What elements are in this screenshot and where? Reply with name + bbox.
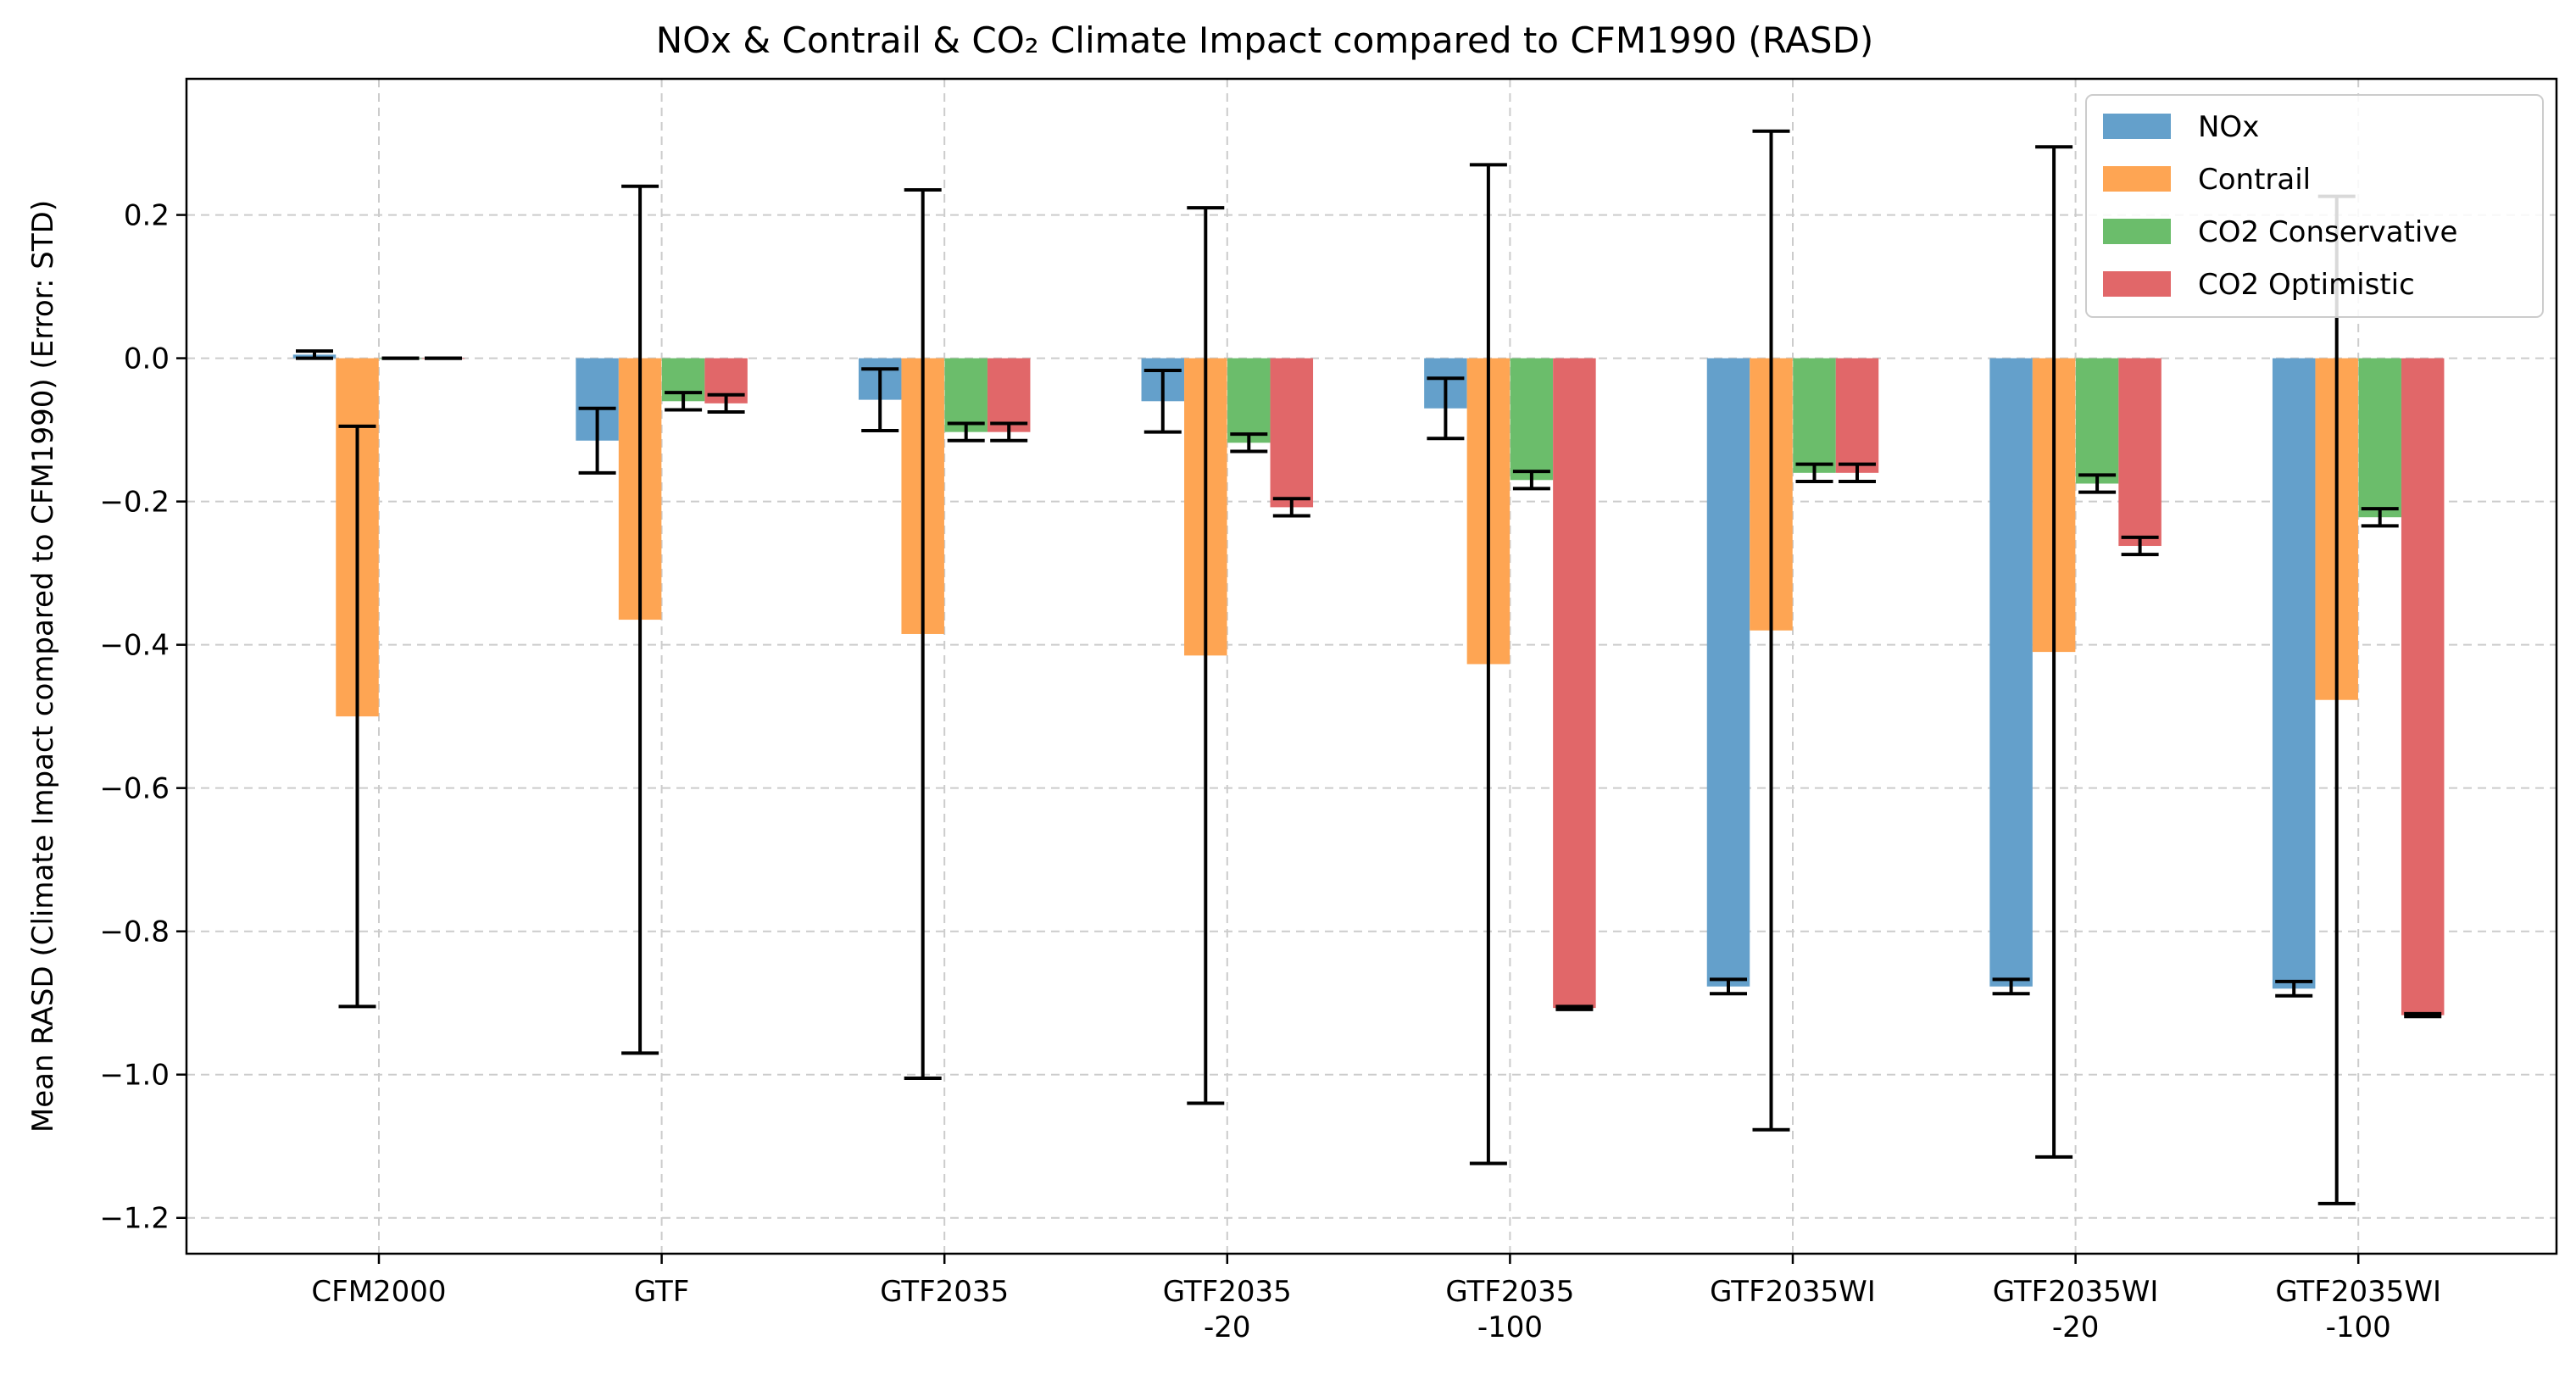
bar-nox bbox=[2272, 358, 2316, 989]
bar-co2-optimistic bbox=[2401, 358, 2445, 1016]
legend-swatch bbox=[2103, 271, 2171, 297]
legend-label: CO2 Conservative bbox=[2198, 215, 2457, 249]
y-tick-label: −1.0 bbox=[99, 1059, 170, 1093]
legend-swatch bbox=[2103, 219, 2171, 244]
plot-frame bbox=[185, 77, 2558, 1255]
y-tick-label: −0.6 bbox=[99, 772, 170, 806]
x-axis: CFM2000 GTF GTF2035 GTF2035 -20 GTF2035 -100 GT… bbox=[311, 1254, 2441, 1344]
legend: NOx Contrail CO2 Conservative CO2 Optimisti… bbox=[2085, 94, 2544, 318]
bar-co2-optimistic bbox=[1270, 358, 1314, 508]
bar-co2-conservative bbox=[1510, 358, 1554, 481]
legend-label: NOx bbox=[2198, 110, 2259, 144]
y-axis-label: Mean RASD (Climate Impact compared to CF… bbox=[26, 200, 60, 1132]
y-tick-label: 0.2 bbox=[124, 199, 170, 233]
y-tick-label: 0.0 bbox=[124, 342, 170, 376]
x-tick-label: GTF2035 bbox=[880, 1275, 1009, 1309]
bar-co2-conservative bbox=[2075, 358, 2119, 484]
bar-co2-optimistic bbox=[1553, 358, 1596, 1009]
bar-co2-optimistic bbox=[1835, 358, 1879, 473]
y-axis: 0.2 0.0 −0.2 −0.4 −0.6 −0.8 −1.0 −1.2 bbox=[99, 199, 186, 1236]
legend-swatch bbox=[2103, 166, 2171, 192]
legend-label: Contrail bbox=[2198, 163, 2311, 197]
bars bbox=[292, 354, 2445, 1016]
x-tick-label: GTF2035 -20 bbox=[1163, 1275, 1292, 1344]
legend-label: CO2 Optimistic bbox=[2198, 268, 2415, 302]
chart-title: NOx & Contrail & CO₂ Climate Impact comp… bbox=[656, 19, 1874, 61]
bar-co2-optimistic bbox=[2118, 358, 2162, 547]
x-tick-label: GTF2035WI bbox=[1710, 1275, 1876, 1309]
y-tick-label: −0.8 bbox=[99, 915, 170, 949]
bar-nox bbox=[1706, 358, 1750, 987]
x-tick-label: GTF2035WI -20 bbox=[1993, 1275, 2159, 1344]
bar-nox bbox=[1989, 358, 2033, 987]
bar-co2-conservative bbox=[1793, 358, 1836, 473]
bar-co2-conservative bbox=[2358, 358, 2401, 518]
y-tick-label: −0.2 bbox=[99, 486, 170, 520]
x-tick-label: GTF2035WI -100 bbox=[2275, 1275, 2441, 1344]
x-tick-label: CFM2000 bbox=[311, 1275, 446, 1309]
y-tick-label: −1.2 bbox=[99, 1202, 170, 1236]
bar-co2-conservative bbox=[1227, 358, 1271, 443]
legend-box bbox=[2085, 94, 2544, 318]
x-tick-label: GTF bbox=[634, 1275, 689, 1309]
legend-swatch bbox=[2103, 114, 2171, 139]
bar-co2-conservative bbox=[944, 358, 988, 432]
error-bars bbox=[296, 129, 2442, 1205]
y-tick-label: −0.4 bbox=[99, 629, 170, 663]
bar-co2-optimistic bbox=[987, 358, 1031, 432]
x-tick-label: GTF2035 -100 bbox=[1445, 1275, 1574, 1344]
